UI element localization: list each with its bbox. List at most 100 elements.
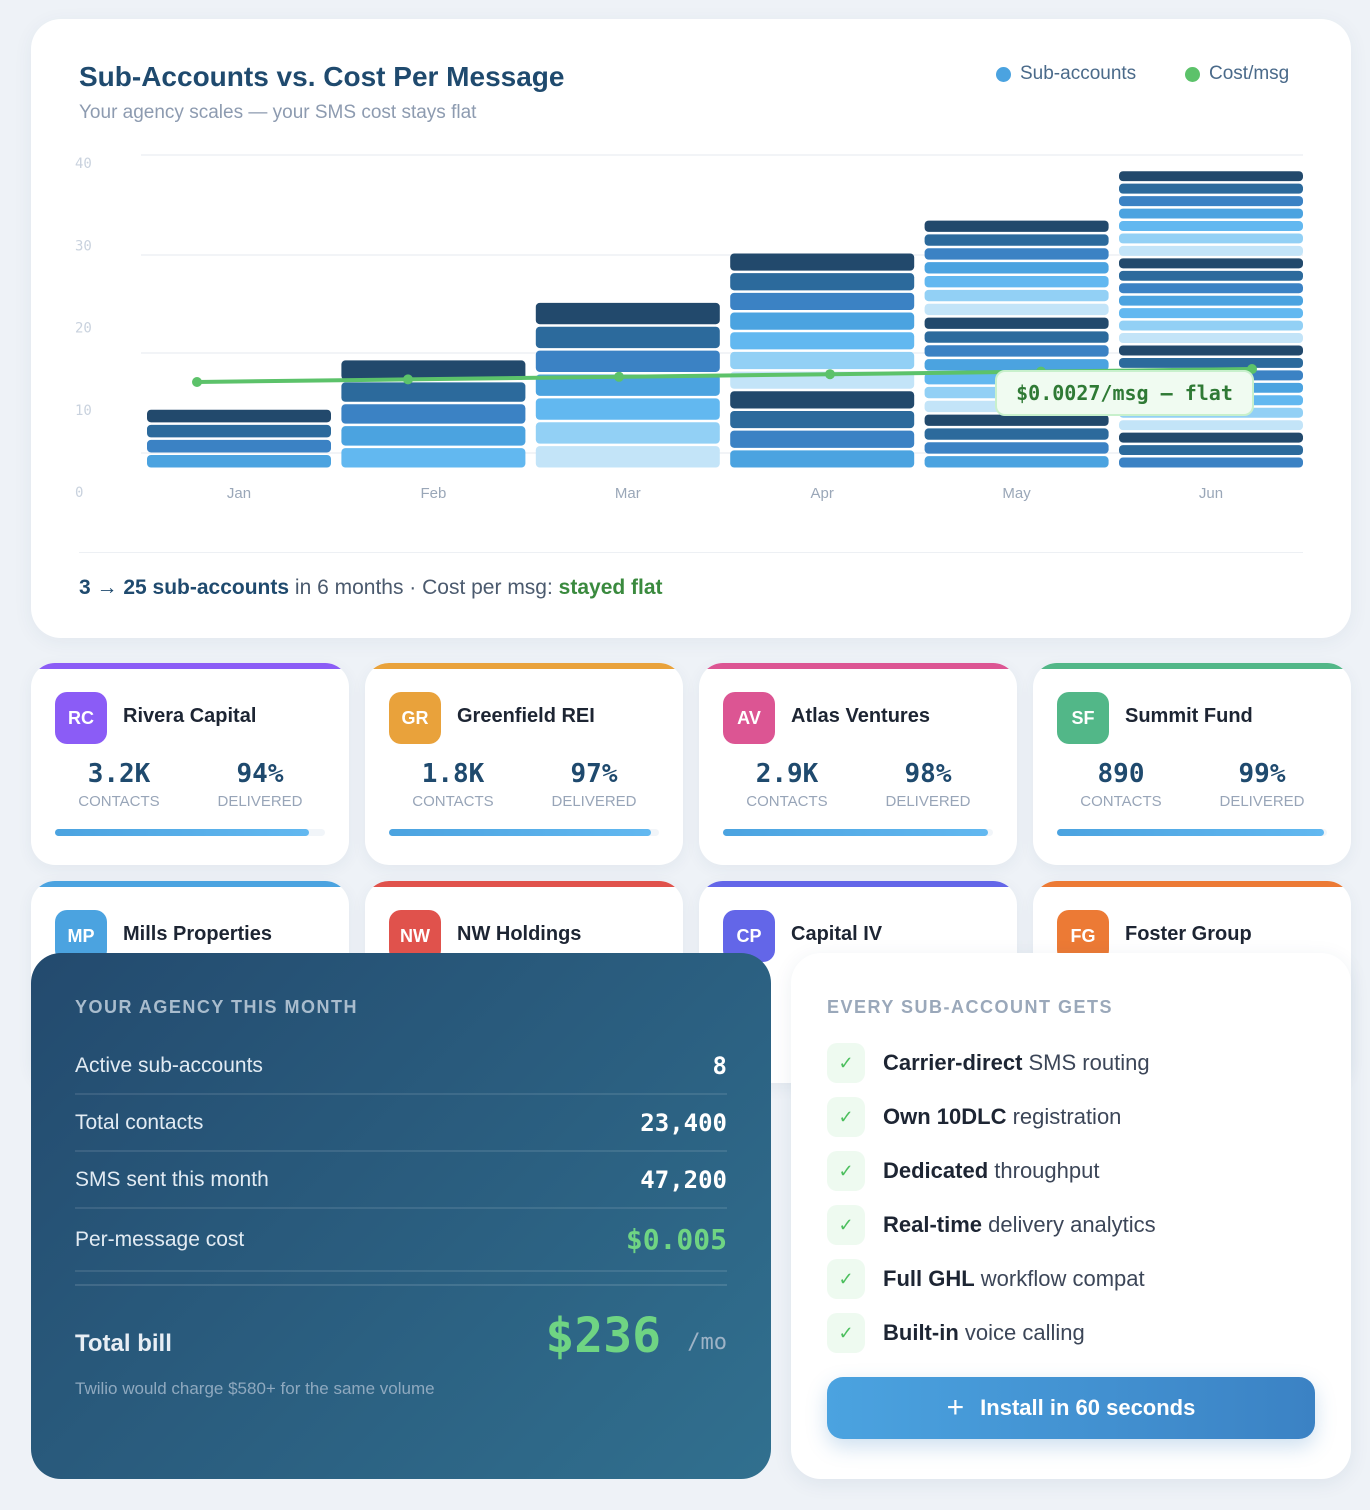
total-bill-label: Total bill	[75, 1330, 172, 1357]
bar-segment	[924, 359, 1109, 371]
cost-point	[825, 369, 835, 380]
avatar: RC	[55, 692, 107, 744]
account-card[interactable]: AV Atlas Ventures 2.9K CONTACTS 98% DELIVER…	[699, 663, 1017, 865]
feature-bold: Real-time	[883, 1212, 983, 1237]
delivered-stat: 97% DELIVERED	[524, 759, 664, 810]
bar-segment	[924, 289, 1109, 302]
y-tick-label: 10	[75, 403, 92, 419]
feature-bold: Carrier-direct	[883, 1050, 1023, 1075]
card-accent	[31, 663, 349, 669]
delivery-progress	[55, 829, 325, 836]
install-label: Install in 60 seconds	[980, 1395, 1196, 1420]
bar-segment	[535, 350, 720, 372]
bar-segment	[924, 414, 1109, 426]
account-name: Atlas Ventures	[791, 705, 930, 727]
summary-value: $0.005	[625, 1223, 727, 1256]
check-icon: ✓	[827, 1313, 865, 1353]
delivery-progress-fill	[1057, 829, 1325, 836]
x-tick-label: Jun	[1199, 485, 1223, 502]
chart-title: Sub-Accounts vs. Cost Per Message	[79, 61, 565, 92]
summary-label: Total contacts	[75, 1110, 204, 1134]
bar-segment	[147, 454, 331, 468]
total-bill-unit: /mo	[687, 1330, 727, 1355]
summary-row: SMS sent this month 47,200	[75, 1152, 727, 1209]
feature-item: ✓ Real-time delivery analytics	[827, 1205, 1156, 1245]
check-icon: ✓	[827, 1151, 865, 1191]
delivery-progress-fill	[389, 829, 651, 836]
bar-segment	[730, 430, 915, 448]
account-card[interactable]: SF Summit Fund 890 CONTACTS 99% DELIVERED	[1033, 663, 1351, 865]
bar-segment	[341, 382, 526, 402]
card-accent	[31, 881, 349, 887]
cost-point	[614, 371, 624, 382]
legend-dot-icon	[1185, 66, 1200, 82]
summary-value: 8	[712, 1051, 727, 1080]
feature-bold: Dedicated	[883, 1158, 989, 1183]
footer-text: in 6 months · Cost per msg:	[289, 576, 559, 599]
delivered-stat: 98% DELIVERED	[858, 759, 998, 810]
delivery-progress-fill	[55, 829, 309, 836]
bar-segment	[1119, 208, 1303, 219]
bar-segment	[730, 273, 915, 291]
bar-segment	[535, 302, 720, 325]
bar-segment	[730, 351, 915, 370]
bar-segment	[1119, 320, 1303, 331]
feature-item: ✓ Dedicated throughput	[827, 1151, 1099, 1191]
bar-segment	[1119, 432, 1303, 443]
bar-segment	[730, 450, 915, 468]
contacts-label: CONTACTS	[412, 793, 494, 810]
bar-segment	[1119, 308, 1303, 319]
bar-segment	[1119, 295, 1303, 306]
contacts-value: 3.2K	[87, 759, 151, 789]
delivery-progress	[1057, 829, 1327, 836]
x-tick-label: Apr	[811, 485, 834, 502]
total-bill-value: $236	[545, 1308, 661, 1364]
bar-mar	[535, 302, 720, 468]
contacts-label: CONTACTS	[78, 793, 160, 810]
bar-jan	[147, 409, 331, 468]
bar-segment	[1119, 258, 1303, 269]
summary-label: Active sub-accounts	[75, 1053, 263, 1077]
bar-segment	[924, 276, 1109, 288]
delivered-value: 94%	[236, 759, 284, 789]
contacts-label: CONTACTS	[746, 793, 828, 810]
card-accent	[365, 881, 683, 887]
x-tick-label: May	[1002, 485, 1031, 502]
bar-segment	[1119, 221, 1303, 231]
card-accent	[699, 663, 1017, 669]
chart-plot: 0 10 20 30 40 Jan Feb Mar Apr May Jun	[75, 154, 1303, 502]
x-tick-label: Feb	[420, 485, 446, 502]
flat-annotation: $0.0027/msg — flat	[995, 370, 1254, 416]
bar-segment	[535, 326, 720, 349]
check-icon: ✓	[827, 1205, 865, 1245]
y-tick-label: 20	[75, 321, 92, 337]
cost-point	[403, 374, 413, 385]
feature-item: ✓ Built-in voice calling	[827, 1313, 1085, 1353]
account-card[interactable]: RC Rivera Capital 3.2K CONTACTS 94% DELIVER…	[31, 663, 349, 865]
chart-card: Sub-Accounts vs. Cost Per Message Your a…	[31, 19, 1351, 638]
avatar: SF	[1057, 692, 1109, 744]
x-tick-label: Mar	[615, 485, 641, 502]
avatar: AV	[723, 692, 775, 744]
features-panel: EVERY SUB-ACCOUNT GETS ✓ Carrier-direct S…	[791, 953, 1351, 1479]
features-heading: EVERY SUB-ACCOUNT GETS	[827, 997, 1114, 1017]
account-card[interactable]: GR Greenfield REI 1.8K CONTACTS 97% DELIVER…	[365, 663, 683, 865]
feature-text: delivery analytics	[982, 1212, 1156, 1237]
summary-value: 23,400	[640, 1108, 727, 1137]
card-accent	[1033, 663, 1351, 669]
install-button[interactable]: + Install in 60 seconds	[827, 1377, 1315, 1439]
bar-segment	[1119, 233, 1303, 244]
bar-segment	[730, 292, 915, 311]
account-name: Foster Group	[1125, 923, 1252, 945]
feature-text: throughput	[988, 1158, 1100, 1183]
card-accent	[699, 881, 1017, 887]
bar-segment	[341, 448, 526, 468]
comparison-note: Twilio would charge $580+ for the same v…	[75, 1379, 435, 1398]
account-name: Greenfield REI	[457, 705, 595, 727]
bar-segment	[924, 456, 1109, 468]
y-tick-label: 40	[75, 156, 92, 172]
check-icon: ✓	[827, 1043, 865, 1083]
bar-segment	[1119, 245, 1303, 256]
account-name: Rivera Capital	[123, 705, 257, 727]
contacts-stat: 1.8K CONTACTS	[383, 759, 523, 810]
